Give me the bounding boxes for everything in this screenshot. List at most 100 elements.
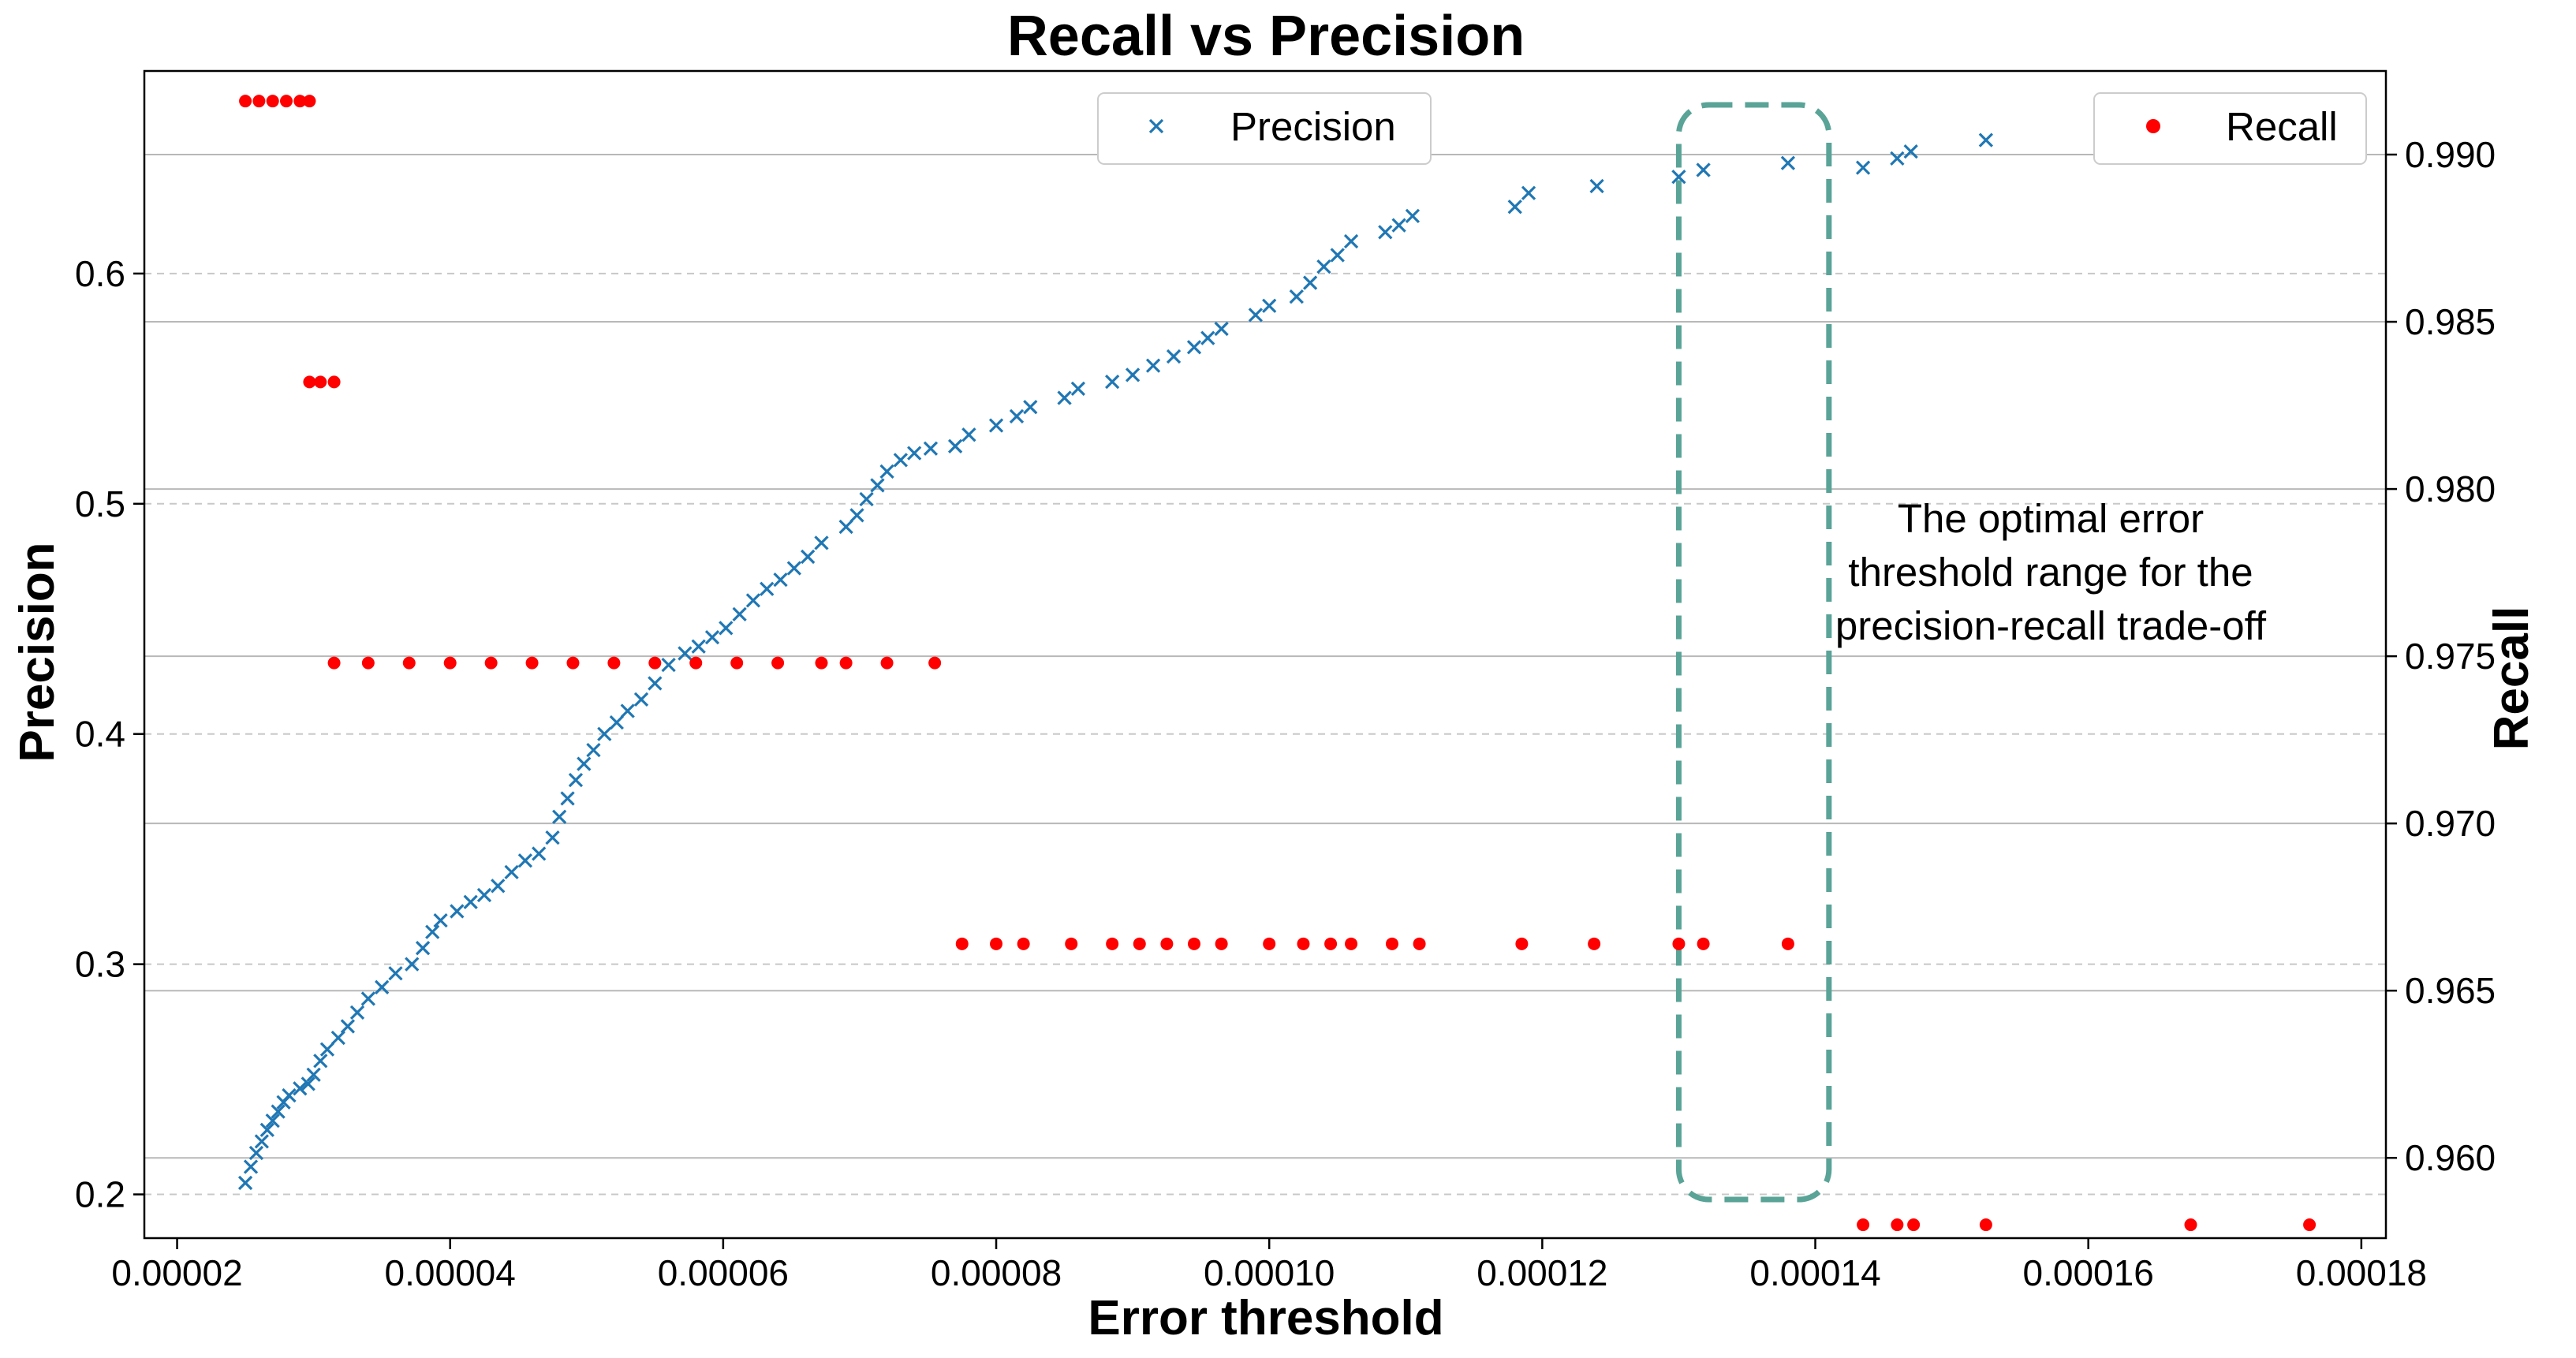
recall-point — [361, 656, 375, 670]
right-y-tick-label: 0.960 — [2405, 1137, 2496, 1178]
precision-point — [961, 427, 976, 442]
precision-point — [1105, 374, 1120, 390]
precision-point — [254, 1134, 269, 1149]
x-tick-label: 0.00016 — [2023, 1252, 2154, 1293]
precision-point — [552, 809, 567, 824]
recall-point — [239, 95, 252, 108]
annotation-text: The optimal error threshold range for th… — [1835, 496, 2267, 648]
legend-recall-label: Recall — [2226, 104, 2338, 149]
precision-point — [732, 606, 747, 622]
recall-point — [303, 375, 316, 389]
annotation-box-layer — [1675, 102, 1832, 1203]
precision-point — [947, 438, 963, 453]
precision-point — [1200, 330, 1215, 345]
recall-point — [1781, 937, 1794, 950]
precision-point — [491, 879, 506, 894]
recall-point — [1907, 1218, 1921, 1232]
precision-point — [1214, 321, 1229, 337]
precision-point — [248, 1145, 264, 1161]
recall-point — [1106, 937, 1119, 950]
precision-point — [1023, 400, 1038, 415]
x-axis-label: Error threshold — [1088, 1291, 1443, 1345]
precision-point — [1186, 340, 1202, 355]
precision-point — [271, 1104, 286, 1119]
recall-point — [1672, 937, 1686, 950]
right-y-tick-label: 0.985 — [2405, 301, 2496, 342]
right-y-axis-ticks: 0.960 0.965 0.970 0.975 0.980 0.985 0.990 — [2386, 134, 2496, 1178]
precision-point — [801, 549, 816, 565]
recall-point — [484, 656, 498, 670]
precision-point — [988, 418, 1004, 433]
precision-point — [425, 924, 440, 939]
precision-point — [388, 966, 403, 981]
annotation-line-3: precision-recall trade-off — [1835, 603, 2267, 648]
precision-point — [1316, 259, 1331, 274]
precision-point — [463, 894, 478, 909]
precision-point — [879, 464, 894, 479]
left-y-tick-label: 0.4 — [75, 714, 125, 755]
left-y-tick-label: 0.6 — [75, 253, 125, 294]
precision-point — [545, 830, 560, 845]
precision-point — [415, 941, 431, 956]
precision-series — [237, 132, 1994, 1191]
precision-point — [1262, 298, 1277, 313]
legend-precision: Precision — [1097, 92, 1432, 165]
precision-point — [849, 508, 864, 523]
right-y-tick-label: 0.970 — [2405, 803, 2496, 844]
recall-point — [443, 656, 457, 670]
recall-point — [1891, 1218, 1904, 1232]
recall-point — [1324, 937, 1338, 950]
precision-point — [1780, 155, 1796, 170]
precision-point — [704, 629, 720, 645]
legend-recall: Recall — [2093, 92, 2367, 165]
precision-point — [237, 1175, 253, 1191]
recall-point — [303, 95, 316, 108]
right-y-tick-label: 0.980 — [2405, 468, 2496, 509]
precision-point — [1057, 390, 1072, 405]
precision-point — [1289, 289, 1304, 304]
precision-point — [773, 572, 788, 588]
precision-point — [691, 639, 706, 654]
recall-point — [990, 937, 1003, 950]
x-tick-label: 0.00004 — [385, 1252, 516, 1293]
precision-point — [1507, 200, 1522, 215]
precision-point — [661, 658, 676, 673]
precision-point — [609, 714, 624, 730]
recall-point — [266, 95, 279, 108]
precision-point — [293, 1081, 308, 1096]
recall-point — [689, 656, 703, 670]
precision-point — [340, 1019, 356, 1034]
precision-point — [719, 621, 734, 636]
recall-point — [566, 656, 580, 670]
recall-point — [955, 937, 969, 950]
recall-point — [327, 656, 341, 670]
recall-series — [239, 95, 2317, 1232]
precision-point — [405, 957, 420, 972]
x-tick-label: 0.00018 — [2296, 1252, 2427, 1293]
precision-point — [838, 519, 853, 535]
precision-point — [1589, 178, 1604, 194]
precision-point — [504, 864, 519, 879]
chart-title: Recall vs Precision — [1007, 5, 1525, 68]
precision-point — [1343, 233, 1359, 249]
precision-point — [1890, 151, 1905, 166]
precision-point — [1521, 185, 1536, 200]
precision-point — [450, 904, 465, 919]
precision-point — [633, 692, 649, 707]
recall-point — [1160, 937, 1174, 950]
recall-point — [1215, 937, 1228, 950]
precision-point — [259, 1122, 274, 1137]
precision-point — [1405, 208, 1421, 224]
x-tick-label: 0.00008 — [931, 1252, 1062, 1293]
recall-point — [327, 375, 341, 389]
right-y-tick-label: 0.990 — [2405, 134, 2496, 175]
left-y-tick-label: 0.3 — [75, 944, 125, 985]
recall-point — [525, 656, 539, 670]
precision-point — [1009, 409, 1025, 424]
recall-point — [730, 656, 744, 670]
recall-point — [648, 656, 662, 670]
legend-precision-x-icon — [1148, 118, 1164, 134]
precision-point — [282, 1088, 297, 1103]
recall-point — [815, 656, 828, 670]
precision-point — [313, 1054, 328, 1069]
